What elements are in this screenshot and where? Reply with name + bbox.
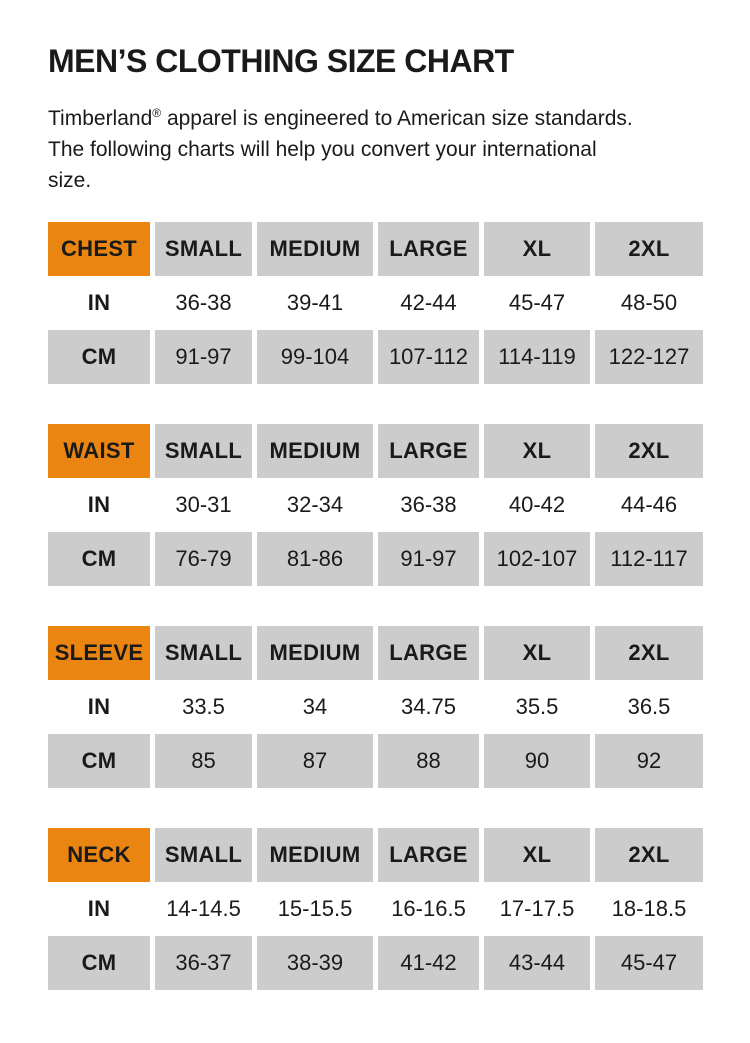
size-value: 36-38	[175, 290, 232, 315]
intro-text-rest: apparel is engineered to American size s…	[48, 107, 633, 192]
size-value: 39-41	[286, 290, 344, 315]
size-value: 43-44	[484, 936, 590, 990]
column-header-2xl: 2XL	[595, 626, 703, 680]
column-header-large: LARGE	[378, 828, 479, 882]
size-value: 90	[484, 734, 590, 788]
size-value: 30-31	[175, 492, 232, 517]
unit-label-cm: CM	[48, 532, 150, 586]
size-value: 91-97	[155, 330, 252, 384]
brand-name: Timberland	[48, 107, 153, 130]
size-value: 87	[257, 734, 373, 788]
column-header-large: LARGE	[378, 626, 479, 680]
size-value: 36.5	[627, 694, 671, 719]
size-value: 34.75	[400, 694, 457, 719]
size-value: 36-37	[155, 936, 252, 990]
size-value: 44-46	[620, 492, 678, 517]
unit-label-cm: CM	[48, 330, 150, 384]
size-value: 114-119	[484, 330, 590, 384]
size-value: 107-112	[378, 330, 479, 384]
size-value: 76-79	[155, 532, 252, 586]
table-label-neck: NECK	[48, 828, 150, 882]
size-value: 81-86	[257, 532, 373, 586]
registered-trademark-mark: ®	[152, 106, 162, 120]
size-value: 14-14.5	[166, 896, 241, 921]
size-value: 16-16.5	[391, 896, 466, 921]
unit-label-in: IN	[87, 896, 111, 921]
size-table-sleeve: SLEEVE SMALL MEDIUM LARGE XL 2XL IN 33.5…	[48, 626, 703, 788]
column-header-medium: MEDIUM	[257, 626, 373, 680]
column-header-small: SMALL	[155, 424, 252, 478]
size-value: 40-42	[508, 492, 566, 517]
column-header-small: SMALL	[155, 828, 252, 882]
size-value: 36-38	[400, 492, 457, 517]
size-table-chest: CHEST SMALL MEDIUM LARGE XL 2XL IN 36-38…	[48, 222, 703, 384]
column-header-xl: XL	[484, 828, 590, 882]
column-header-large: LARGE	[378, 222, 479, 276]
unit-label-cm: CM	[48, 936, 150, 990]
size-value: 41-42	[378, 936, 479, 990]
size-value: 88	[378, 734, 479, 788]
size-value: 42-44	[400, 290, 457, 315]
column-header-2xl: 2XL	[595, 828, 703, 882]
size-value: 35.5	[515, 694, 559, 719]
size-table-neck: NECK SMALL MEDIUM LARGE XL 2XL IN 14-14.…	[48, 828, 703, 990]
size-value: 15-15.5	[277, 896, 353, 921]
column-header-medium: MEDIUM	[257, 828, 373, 882]
unit-label-in: IN	[87, 694, 111, 719]
size-value: 85	[155, 734, 252, 788]
column-header-medium: MEDIUM	[257, 424, 373, 478]
column-header-2xl: 2XL	[595, 222, 703, 276]
size-value: 18-18.5	[611, 896, 687, 921]
size-value: 32-34	[286, 492, 344, 517]
column-header-large: LARGE	[378, 424, 479, 478]
size-value: 34	[302, 694, 328, 719]
size-value: 33.5	[182, 694, 225, 719]
size-value: 48-50	[620, 290, 678, 315]
size-value: 91-97	[378, 532, 479, 586]
size-value: 102-107	[484, 532, 590, 586]
table-label-chest: CHEST	[48, 222, 150, 276]
size-value: 112-117	[595, 532, 703, 586]
column-header-xl: XL	[484, 626, 590, 680]
unit-label-in: IN	[87, 492, 111, 517]
intro-text: Timberland® apparel is engineered to Ame…	[48, 103, 633, 196]
table-label-sleeve: SLEEVE	[48, 626, 150, 680]
column-header-xl: XL	[484, 222, 590, 276]
column-header-xl: XL	[484, 424, 590, 478]
size-value: 45-47	[595, 936, 703, 990]
size-table-waist: WAIST SMALL MEDIUM LARGE XL 2XL IN 30-31…	[48, 424, 703, 586]
size-value: 38-39	[257, 936, 373, 990]
size-value: 122-127	[595, 330, 703, 384]
table-label-waist: WAIST	[48, 424, 150, 478]
column-header-small: SMALL	[155, 222, 252, 276]
column-header-2xl: 2XL	[595, 424, 703, 478]
size-value: 99-104	[257, 330, 373, 384]
size-value: 45-47	[508, 290, 566, 315]
column-header-small: SMALL	[155, 626, 252, 680]
page-title: MEN’S CLOTHING SIZE CHART	[48, 43, 514, 79]
column-header-medium: MEDIUM	[257, 222, 373, 276]
unit-label-cm: CM	[48, 734, 150, 788]
size-value: 92	[595, 734, 703, 788]
unit-label-in: IN	[87, 290, 111, 315]
size-value: 17-17.5	[499, 896, 575, 921]
